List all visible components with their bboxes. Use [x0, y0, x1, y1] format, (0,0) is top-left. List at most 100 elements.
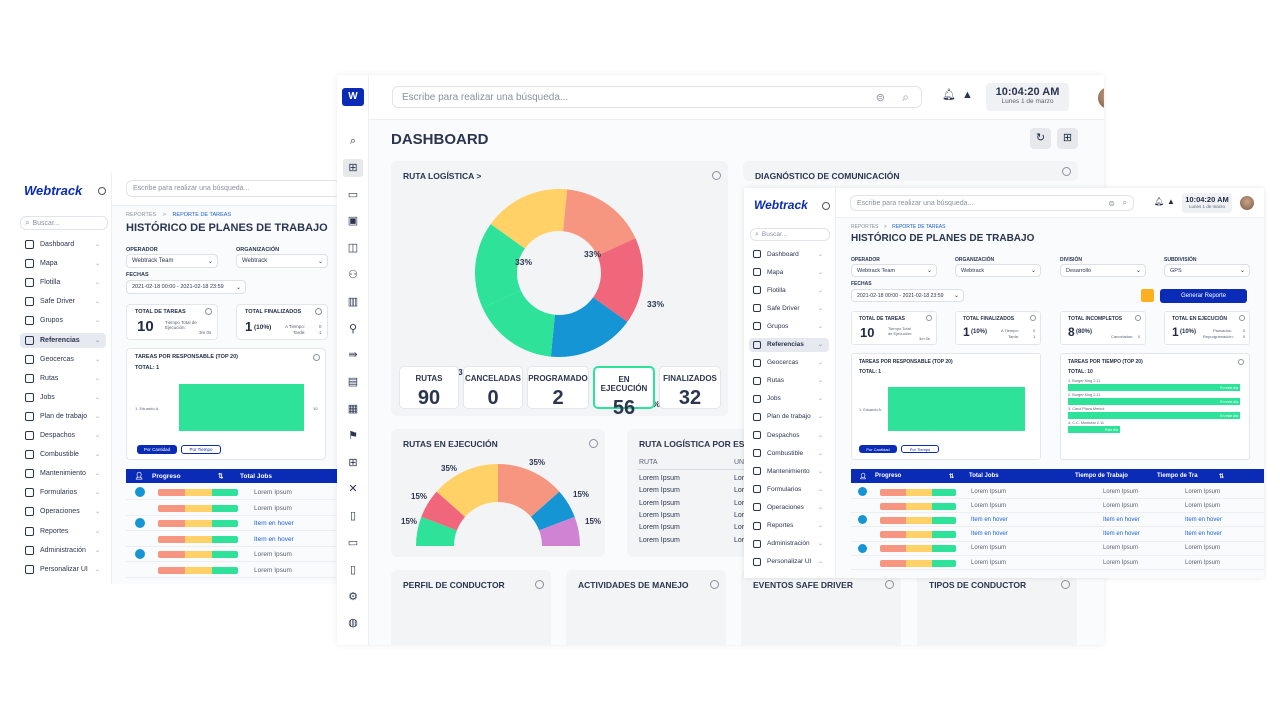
gauge-slice[interactable]: [530, 491, 575, 531]
fechas-select[interactable]: 2021-02-18 00:00 - 2021-02-18 23:59 ⌄: [851, 289, 964, 302]
donut-slice[interactable]: [475, 224, 525, 308]
warning-icon[interactable]: ▲: [962, 89, 973, 101]
column-total-jobs[interactable]: Total Jobs: [969, 473, 999, 479]
breadcrumb-item[interactable]: REPORTE DE TAREAS: [892, 224, 946, 230]
breadcrumb-item[interactable]: REPORTE DE TAREAS: [172, 212, 232, 218]
table-row[interactable]: Item en hover Item en hover Item en hover: [851, 528, 1264, 542]
por-tiempo-button[interactable]: Por Tiempo: [181, 445, 221, 454]
logo-icon[interactable]: W: [342, 88, 364, 106]
sidebar-item[interactable]: Safe Driver ⌄: [749, 301, 829, 315]
column-total-jobs[interactable]: Total Jobs: [240, 472, 273, 480]
building-icon[interactable]: ▥: [347, 295, 359, 308]
sidebar-item[interactable]: Referencias ⌄: [20, 332, 106, 348]
flag-icon[interactable]: ⚑: [348, 429, 358, 442]
settings-icon[interactable]: [1238, 359, 1244, 365]
table-row[interactable]: Item en hover: [126, 516, 340, 531]
sidebar-item[interactable]: Grupos ⌄: [749, 319, 829, 333]
settings-icon[interactable]: [1239, 315, 1245, 321]
filter-select[interactable]: GPS ⌄: [1164, 264, 1250, 277]
stat-card[interactable]: CANCELADAS 0: [463, 366, 523, 409]
sidebar-item[interactable]: Combustible ⌄: [20, 447, 106, 462]
right-sidebar-search[interactable]: ⌕ Buscar...: [750, 228, 830, 241]
sidebar-item[interactable]: Safe Driver ⌄: [20, 294, 106, 309]
stat-card[interactable]: PROGRAMADO 2: [527, 366, 589, 409]
sidebar-item[interactable]: Combustible ⌄: [749, 446, 829, 460]
sidebar-item[interactable]: Personalizar UI ⌄: [749, 555, 829, 569]
table-row[interactable]: Item en hover Item en hover Item en hover: [851, 513, 1264, 528]
settings-icon[interactable]: [1030, 315, 1036, 321]
sidebar-item[interactable]: Geocercas ⌄: [20, 352, 106, 367]
sidebar-item[interactable]: Grupos ⌄: [20, 313, 106, 328]
grid-icon[interactable]: ⊞: [343, 158, 363, 177]
settings-icon[interactable]: [710, 580, 719, 589]
operador-select[interactable]: Webtrack Team ⌄: [126, 254, 218, 268]
sidebar-item[interactable]: Administración ⌄: [20, 543, 106, 558]
sidebar-item[interactable]: Mapa ⌄: [20, 256, 106, 271]
donut-slice[interactable]: [550, 297, 628, 357]
search-icon[interactable]: ⌕: [349, 135, 357, 147]
sort-icon[interactable]: ⇅: [949, 473, 955, 480]
sidebar-item[interactable]: Mantenimiento ⌄: [20, 466, 106, 481]
stat-card[interactable]: FINALIZADOS 32: [659, 366, 721, 409]
filter-select[interactable]: Desarrollo ⌄: [1060, 264, 1146, 277]
settings-icon[interactable]: ⊜: [875, 91, 885, 104]
sidebar-item[interactable]: Referencias ⌄: [749, 337, 829, 352]
sidebar-item[interactable]: Geocercas ⌄: [749, 356, 829, 370]
sort-icon[interactable]: ⇅: [1219, 473, 1225, 480]
users-icon[interactable]: ⚇: [348, 269, 358, 281]
settings-icon[interactable]: [205, 308, 212, 315]
sidebar-item[interactable]: Dashboard ⌄: [20, 237, 106, 252]
settings-icon[interactable]: [315, 308, 322, 315]
table-row[interactable]: Lorem Ipsum: [126, 485, 340, 500]
sidebar-item[interactable]: Despachos ⌄: [749, 428, 829, 442]
gear-icon[interactable]: [98, 187, 106, 195]
table-row[interactable]: Lorem Ipsum Lorem Ipsum Lorem Ipsum: [851, 499, 1264, 514]
route-icon[interactable]: ⇛: [348, 349, 358, 362]
export-icon[interactable]: [1141, 289, 1154, 302]
table-row[interactable]: Item en hover: [126, 532, 340, 547]
table-row[interactable]: Lorem Ipsum Lorem Ipsum Lorem Ipsum: [851, 485, 1264, 499]
sidebar-item[interactable]: Dashboard ⌄: [749, 247, 829, 261]
folder-icon[interactable]: ▭: [347, 537, 359, 549]
left-search-input[interactable]: Escribe para realizar una búsqueda...: [126, 180, 340, 197]
sidebar-item[interactable]: Mapa ⌄: [749, 265, 829, 279]
gauge-slice[interactable]: [421, 491, 466, 531]
grid-view-button[interactable]: ⊞: [1057, 128, 1078, 149]
search-icon[interactable]: ⌕: [902, 89, 909, 104]
gauge-slice[interactable]: [498, 464, 560, 517]
column-un[interactable]: UN: [734, 459, 745, 466]
por-cantidad-button[interactable]: Por Cantidad: [859, 445, 897, 453]
fechas-select[interactable]: 2021-02-18 00:00 - 2021-02-18 23:59 ⌄: [126, 280, 246, 294]
settings-icon[interactable]: ⊜: [1108, 198, 1115, 208]
column-tiempo-trabajo[interactable]: Tiempo de Trabajo: [1075, 473, 1128, 479]
left-sidebar-search[interactable]: ⌕ Buscar...: [20, 216, 108, 230]
box-icon[interactable]: ▤: [347, 376, 359, 389]
map-icon[interactable]: ▭: [347, 188, 359, 201]
pin-icon[interactable]: ⚲: [348, 322, 358, 335]
table-row[interactable]: Lorem Ipsum Lorem Ipsum Lorem Ipsum: [851, 542, 1264, 556]
avatar[interactable]: [1098, 87, 1104, 109]
generar-reporte-button[interactable]: Generar Reporte: [1160, 289, 1247, 303]
breadcrumb-item[interactable]: REPORTES: [126, 212, 157, 218]
settings-icon[interactable]: [1061, 580, 1070, 589]
contact-icon[interactable]: ◫: [347, 242, 359, 255]
avatar[interactable]: [1240, 196, 1254, 210]
column-tiempo-tra[interactable]: Tiempo de Tra: [1157, 473, 1198, 479]
donut-slice[interactable]: [563, 189, 636, 256]
form-icon[interactable]: ▯: [349, 510, 357, 523]
main-search-input[interactable]: Escribe para realizar una búsqueda... ⊜ …: [392, 86, 922, 108]
donut-slice[interactable]: [482, 290, 555, 357]
right-search-input[interactable]: Escribe para realizar una búsqueda... ⊜ …: [850, 195, 1134, 211]
sidebar-item[interactable]: Formularios ⌄: [749, 482, 829, 496]
sidebar-item[interactable]: Administración ⌄: [749, 537, 829, 551]
filter-select[interactable]: Webtrack Team ⌄: [851, 264, 937, 277]
donut-slice[interactable]: [490, 189, 568, 249]
settings-icon[interactable]: [535, 580, 544, 589]
sidebar-item[interactable]: Jobs ⌄: [749, 392, 829, 406]
por-tiempo-button[interactable]: Por Tiempo: [901, 445, 939, 453]
settings-icon[interactable]: [1062, 167, 1071, 176]
donut-slice[interactable]: [593, 238, 643, 322]
settings-icon[interactable]: [313, 354, 320, 361]
sidebar-item[interactable]: Flotilla ⌄: [20, 275, 106, 290]
settings-icon[interactable]: [926, 315, 932, 321]
